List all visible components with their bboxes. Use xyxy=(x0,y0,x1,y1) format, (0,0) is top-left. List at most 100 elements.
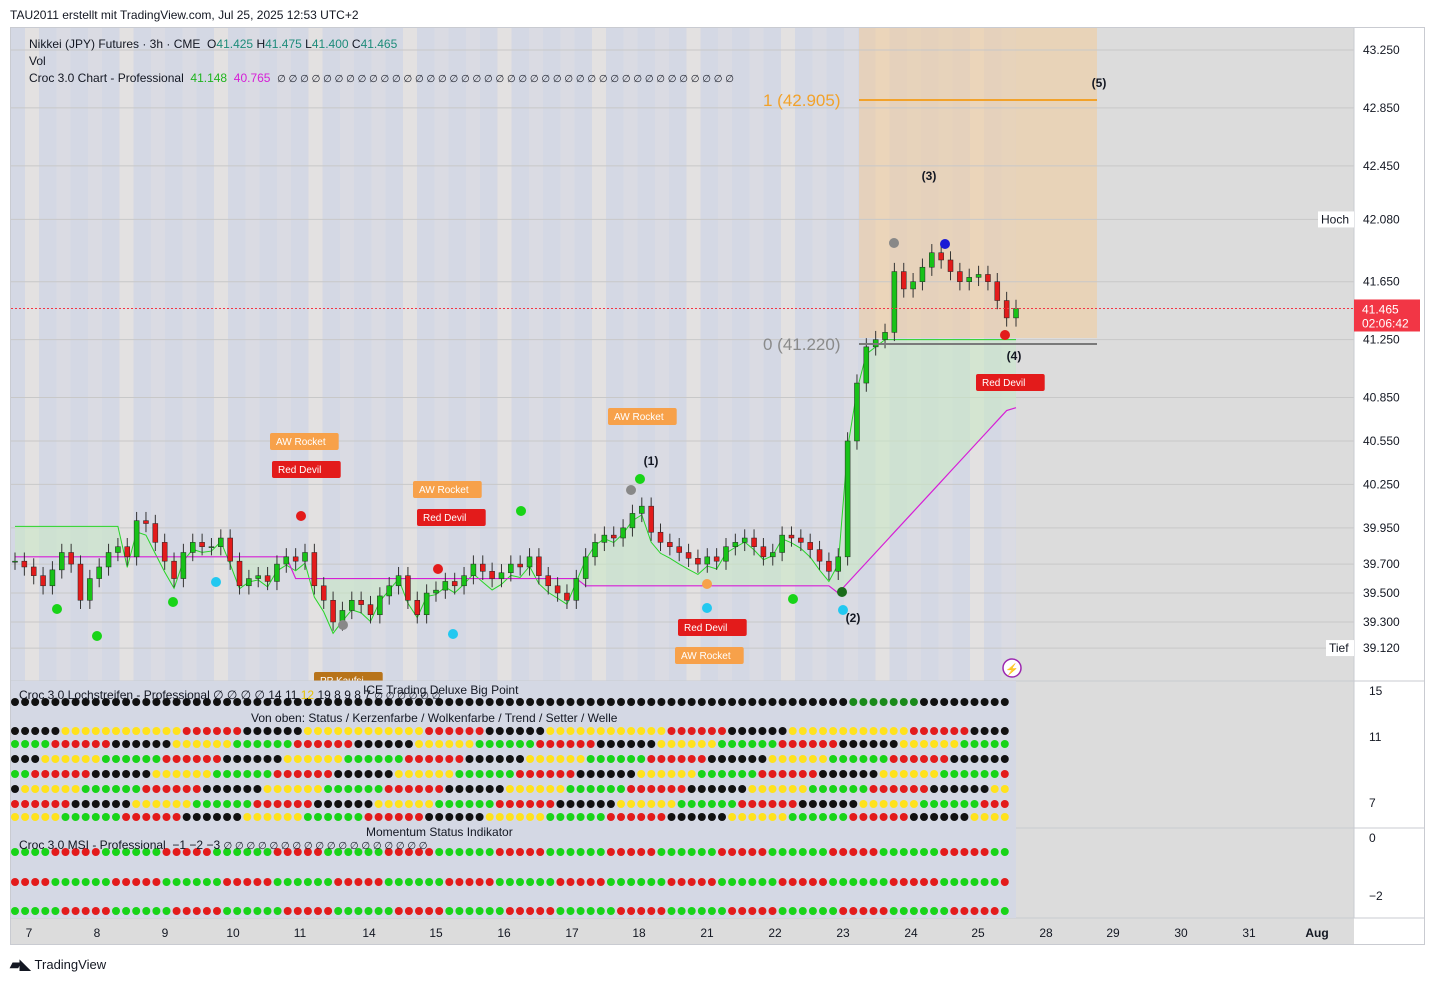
status-dot xyxy=(576,755,585,763)
legend-symbol[interactable]: Nikkei (JPY) Futures · 3h · CME xyxy=(29,37,201,51)
status-dot xyxy=(213,785,221,793)
status-dot xyxy=(384,813,393,821)
status-dot xyxy=(677,907,686,915)
status-dot xyxy=(81,755,90,763)
status-dot xyxy=(344,740,353,748)
status-dot xyxy=(808,755,817,763)
status-dot xyxy=(748,800,757,808)
candle-body xyxy=(87,578,93,601)
status-dot xyxy=(152,698,161,706)
status-dot xyxy=(980,698,989,706)
status-dot xyxy=(182,755,191,763)
status-dot xyxy=(283,907,292,915)
status-dot xyxy=(839,698,848,706)
status-dot xyxy=(132,907,141,915)
status-dot xyxy=(233,800,242,808)
footer-brand[interactable]: ▰◣ TradingView xyxy=(10,956,106,973)
status-dot xyxy=(384,770,393,778)
status-dot xyxy=(21,800,30,808)
status-dot xyxy=(394,770,403,778)
status-dot xyxy=(233,727,242,735)
status-dot xyxy=(71,800,80,808)
pane2-num-3: 8 xyxy=(334,688,341,702)
status-dot xyxy=(223,800,232,808)
status-dot xyxy=(415,740,423,748)
status-dot xyxy=(233,785,242,793)
status-dot xyxy=(505,848,514,856)
status-dot xyxy=(31,785,40,793)
status-dot xyxy=(627,907,636,915)
signal-dot xyxy=(52,604,62,614)
pane3-title-row[interactable]: Croc 3.0 MSI - Professional −1 −2 −3 ∅ ∅… xyxy=(19,838,428,852)
candle-body xyxy=(255,575,261,579)
status-dot xyxy=(829,800,838,808)
status-dot xyxy=(505,755,514,763)
status-dot xyxy=(344,800,353,808)
status-dot xyxy=(314,755,322,763)
status-dot xyxy=(132,785,141,793)
hl-value-bg xyxy=(1358,640,1410,657)
status-dot xyxy=(980,848,989,856)
status-dot xyxy=(738,698,747,706)
status-dot xyxy=(31,878,40,886)
status-dot xyxy=(293,813,302,821)
status-dot xyxy=(122,848,131,856)
pane2-title-row[interactable]: Croc 3.0 Lochstreifen - Professional ∅ ∅… xyxy=(19,688,440,702)
status-dot xyxy=(273,813,282,821)
status-dot xyxy=(546,740,555,748)
legend-croc-row[interactable]: Croc 3.0 Chart - Professional 41.148 40.… xyxy=(29,71,734,85)
chart-svg[interactable]: 1 (42.905) 0 (41.220) (1) (2) (3) (4) (5) AW Ro… xyxy=(11,28,1425,945)
status-dot xyxy=(455,878,464,886)
legend-close: 41.465 xyxy=(360,37,398,51)
legend-vol[interactable]: Vol xyxy=(29,54,46,68)
status-dot xyxy=(213,727,221,735)
status-dot xyxy=(61,727,70,735)
candle-body xyxy=(264,575,271,582)
status-dot xyxy=(970,800,979,808)
status-dot xyxy=(536,698,545,706)
status-dot xyxy=(324,785,333,793)
status-dot xyxy=(51,785,60,793)
status-dot xyxy=(677,770,686,778)
candle-body xyxy=(994,281,1001,301)
chart-frame[interactable]: 1 (42.905) 0 (41.220) (1) (2) (3) (4) (5) AW Ro… xyxy=(10,27,1425,945)
status-dot xyxy=(223,785,232,793)
status-dot xyxy=(960,800,969,808)
status-dot xyxy=(819,740,827,748)
status-dot xyxy=(728,755,737,763)
status-dot xyxy=(627,740,636,748)
status-dot xyxy=(667,907,676,915)
candle-body xyxy=(648,505,654,533)
pane2-num-1: 12 xyxy=(300,688,315,702)
status-dot xyxy=(899,878,908,886)
candle-body xyxy=(713,556,720,562)
status-dot xyxy=(748,770,757,778)
status-dot xyxy=(677,785,686,793)
status-dot xyxy=(213,813,221,821)
status-dot xyxy=(21,698,30,706)
status-dot xyxy=(21,785,30,793)
candle-body xyxy=(133,520,140,558)
status-dot xyxy=(566,698,575,706)
status-dot xyxy=(909,800,918,808)
status-dot xyxy=(475,848,484,856)
status-dot xyxy=(455,785,464,793)
status-dot xyxy=(778,848,787,856)
status-dot xyxy=(475,727,484,735)
status-dot xyxy=(415,813,423,821)
candle-body xyxy=(816,549,823,562)
status-dot xyxy=(505,813,514,821)
status-dot xyxy=(667,770,676,778)
status-dot xyxy=(960,698,969,706)
status-dot xyxy=(273,800,282,808)
status-dot xyxy=(546,848,555,856)
signal-dot xyxy=(296,511,306,521)
status-dot xyxy=(849,878,858,886)
status-dot xyxy=(223,770,232,778)
status-dot xyxy=(122,770,131,778)
status-dot xyxy=(505,907,514,915)
wave-label: (2) xyxy=(846,611,861,625)
status-dot xyxy=(81,698,90,706)
status-dot xyxy=(11,800,19,808)
status-dot xyxy=(920,740,928,748)
